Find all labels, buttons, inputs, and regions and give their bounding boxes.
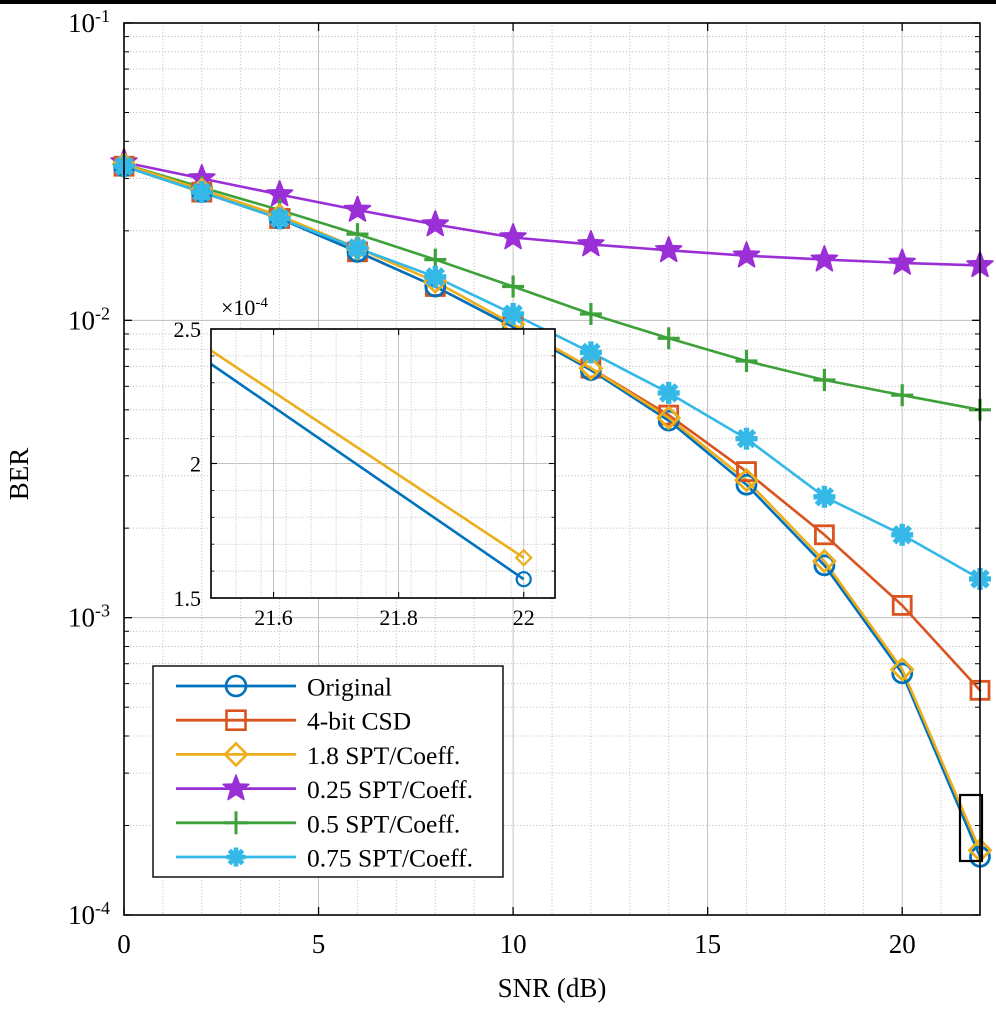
svg-text:0.5 SPT/Coeff.: 0.5 SPT/Coeff. [307, 809, 460, 838]
svg-text:Original: Original [307, 673, 392, 702]
svg-text:20: 20 [889, 929, 916, 959]
svg-text:2.5: 2.5 [174, 317, 202, 342]
svg-text:SNR (dB): SNR (dB) [498, 973, 607, 1003]
svg-text:4-bit CSD: 4-bit CSD [307, 707, 411, 736]
svg-text:0.75 SPT/Coeff.: 0.75 SPT/Coeff. [307, 844, 473, 873]
svg-text:1.5: 1.5 [174, 586, 202, 611]
svg-text:2: 2 [190, 452, 201, 477]
svg-text:BER: BER [4, 448, 34, 501]
svg-text:5: 5 [312, 929, 326, 959]
svg-text:10: 10 [500, 929, 527, 959]
svg-text:0.25 SPT/Coeff.: 0.25 SPT/Coeff. [307, 775, 473, 804]
svg-text:0: 0 [117, 929, 131, 959]
svg-text:22: 22 [513, 605, 535, 630]
svg-text:21.8: 21.8 [379, 605, 418, 630]
svg-text:21.6: 21.6 [254, 605, 293, 630]
svg-text:1.8 SPT/Coeff.: 1.8 SPT/Coeff. [307, 741, 460, 770]
svg-text:15: 15 [694, 929, 721, 959]
